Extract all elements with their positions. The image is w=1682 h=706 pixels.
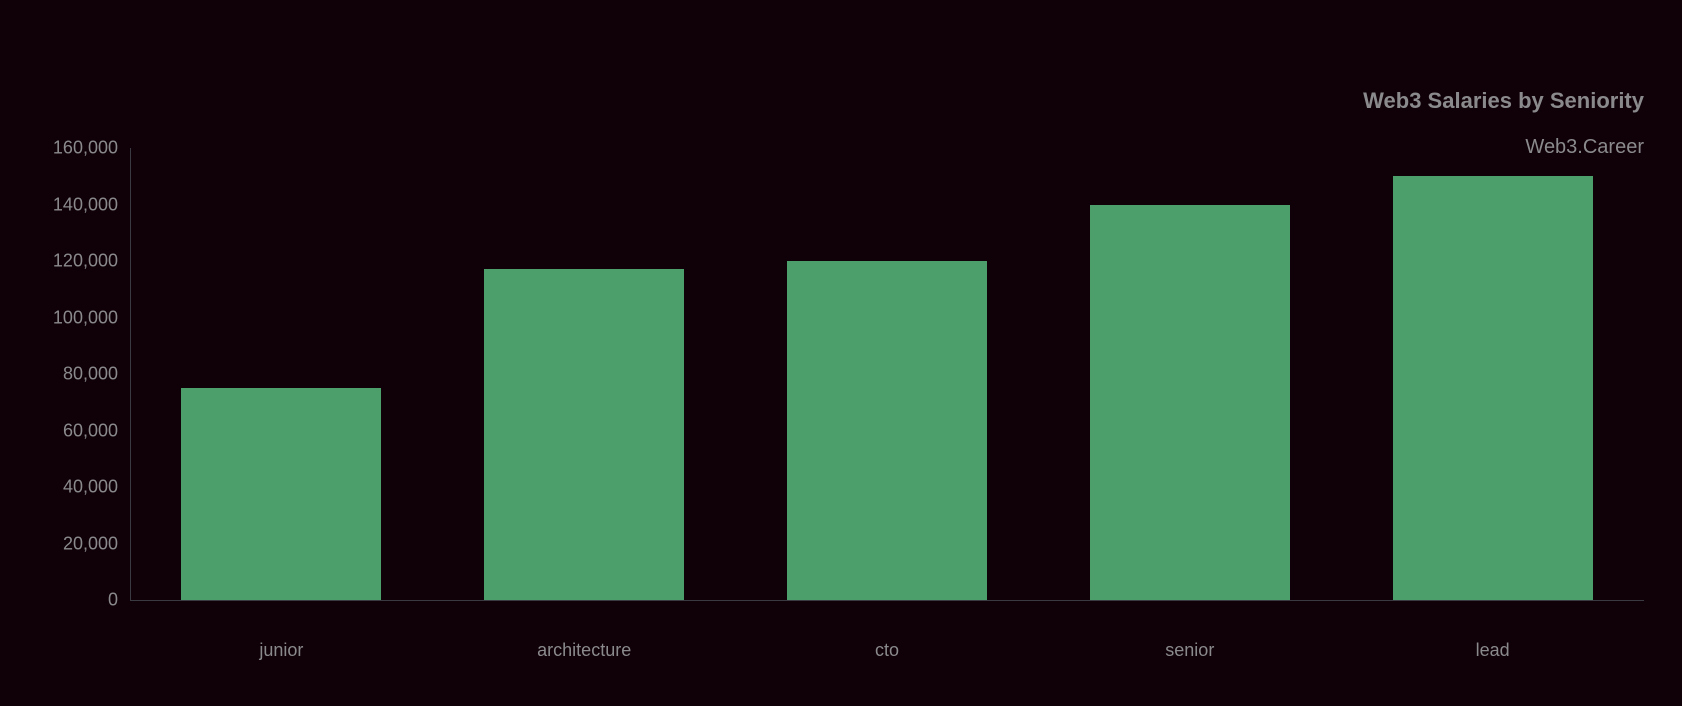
y-tick-label: 20,000 bbox=[63, 533, 118, 554]
bar bbox=[787, 261, 987, 600]
y-tick-label: 0 bbox=[108, 590, 118, 611]
y-tick-label: 120,000 bbox=[53, 251, 118, 272]
y-tick-label: 80,000 bbox=[63, 364, 118, 385]
y-tick-label: 140,000 bbox=[53, 194, 118, 215]
bar bbox=[1393, 176, 1593, 600]
y-tick-label: 160,000 bbox=[53, 138, 118, 159]
x-tick-label: lead bbox=[1476, 640, 1510, 661]
x-tick-label: architecture bbox=[537, 640, 631, 661]
x-tick-label: cto bbox=[875, 640, 899, 661]
y-tick-label: 60,000 bbox=[63, 420, 118, 441]
salary-bar-chart: Web3 Salaries by Seniority Web3.Career 0… bbox=[0, 0, 1682, 706]
bar bbox=[1090, 205, 1290, 601]
y-axis-line bbox=[130, 148, 131, 600]
x-axis-line bbox=[130, 600, 1644, 601]
plot-area: 020,00040,00060,00080,000100,000120,0001… bbox=[130, 148, 1644, 600]
bar bbox=[484, 269, 684, 600]
x-tick-label: senior bbox=[1165, 640, 1214, 661]
bar bbox=[181, 388, 381, 600]
y-tick-label: 40,000 bbox=[63, 477, 118, 498]
y-tick-label: 100,000 bbox=[53, 307, 118, 328]
chart-title: Web3 Salaries by Seniority bbox=[1363, 88, 1644, 114]
x-tick-label: junior bbox=[259, 640, 303, 661]
